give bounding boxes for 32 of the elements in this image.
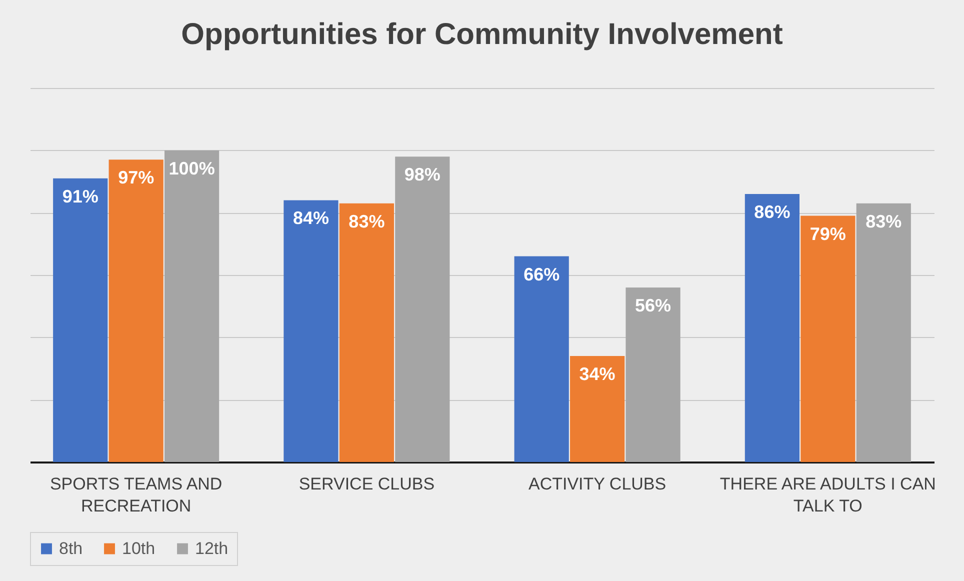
bar: [744, 194, 800, 462]
bar: [570, 356, 625, 462]
data-label: 34%: [579, 364, 616, 384]
bar: [164, 150, 220, 462]
bar: [856, 203, 911, 462]
legend-label: 10th: [122, 538, 156, 558]
x-tick-label: THERE ARE ADULTS I CAN TALK TO: [720, 474, 936, 516]
bar: [395, 156, 450, 462]
data-label: 91%: [62, 186, 98, 206]
data-label: 86%: [754, 202, 790, 222]
data-label: 98%: [404, 164, 440, 185]
legend-label: 8th: [59, 538, 83, 558]
legend-label: 12th: [195, 538, 228, 558]
bar: [53, 178, 108, 462]
bar: [339, 203, 394, 462]
data-label: 83%: [866, 211, 902, 232]
data-label: 56%: [635, 295, 672, 316]
data-label: 66%: [524, 264, 560, 284]
bar: [284, 200, 338, 462]
data-label: 97%: [118, 168, 154, 188]
chart-title: Opportunities for Community Involvement: [181, 18, 783, 51]
x-tick-label: ACTIVITY CLUBS: [528, 474, 666, 494]
data-label: 84%: [292, 208, 329, 228]
bar: [108, 160, 164, 462]
bar: [514, 256, 569, 462]
data-label: 100%: [168, 158, 215, 178]
bar: [800, 216, 856, 462]
data-label: 83%: [348, 211, 385, 232]
bar: [626, 287, 680, 462]
data-label: 79%: [810, 224, 846, 244]
x-tick-label: SPORTS TEAMS AND RECREATION: [50, 474, 222, 516]
x-tick-label: SERVICE CLUBS: [298, 474, 435, 494]
